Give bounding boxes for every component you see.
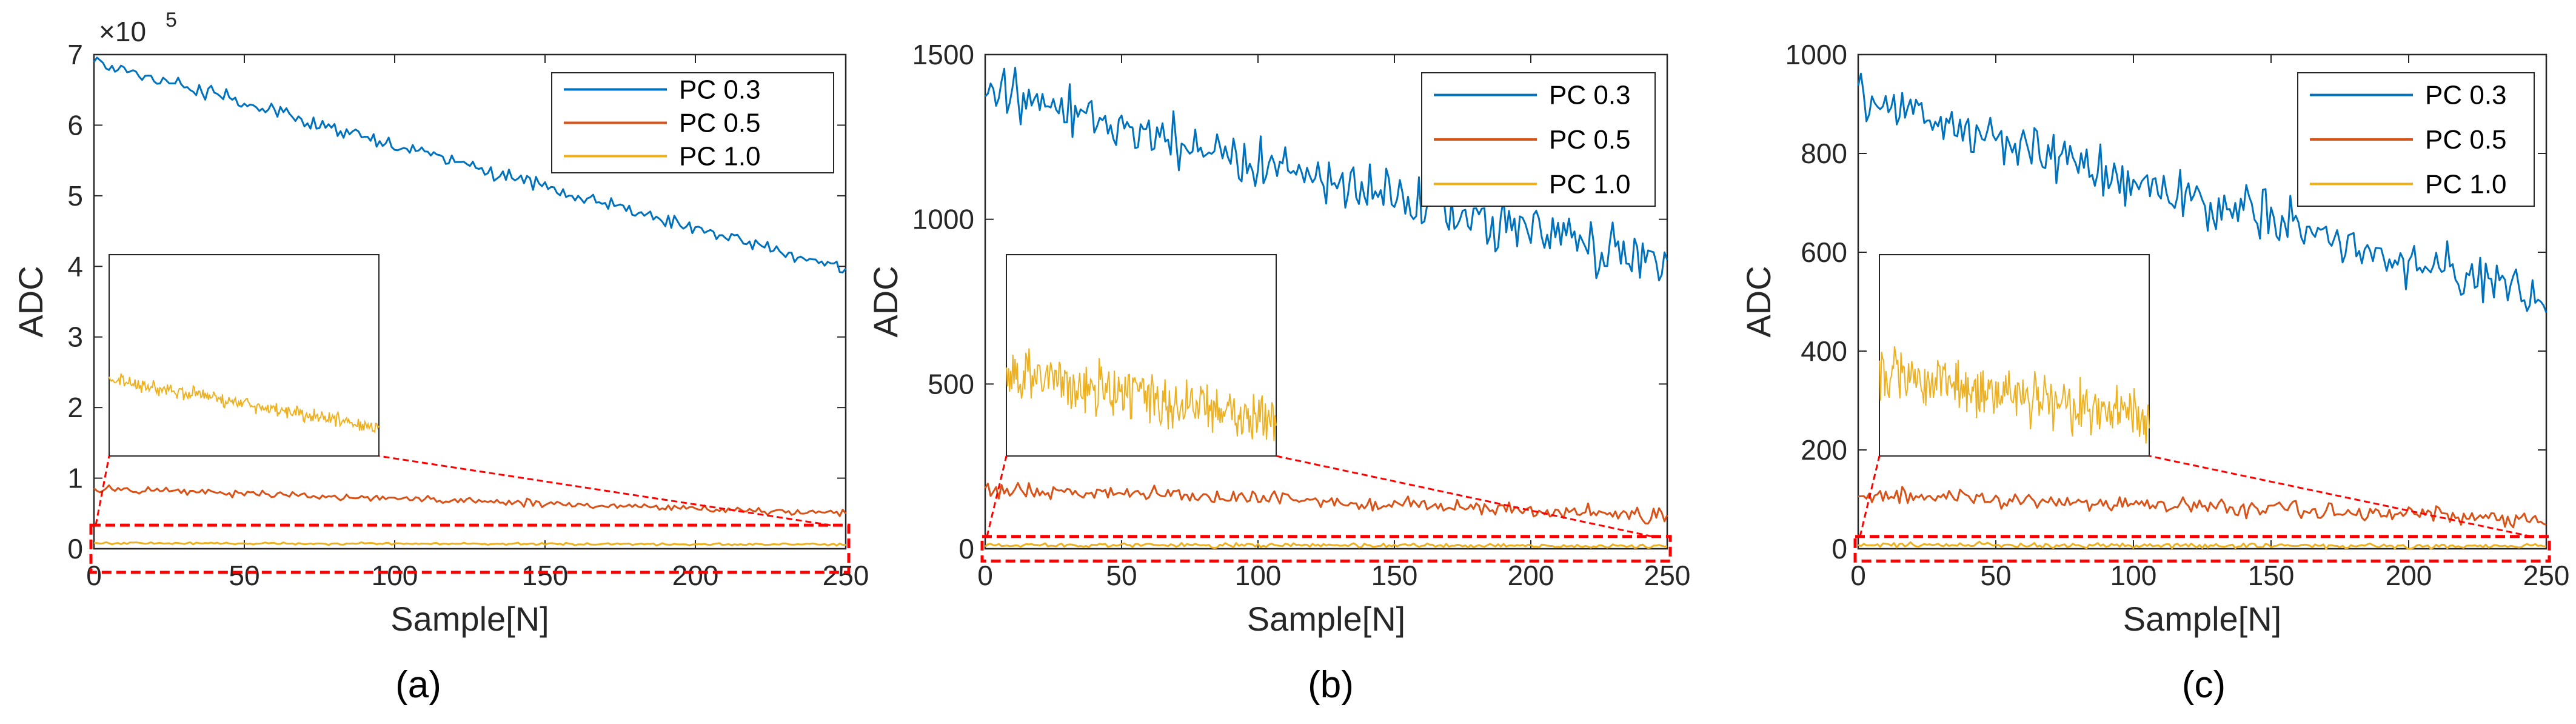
inset-box <box>1879 254 2150 457</box>
y-tick-label: 3 <box>67 321 83 353</box>
series-line-pc-1-0 <box>93 541 846 547</box>
y-tick-label: 5 <box>67 180 83 212</box>
legend: PC 0.3 PC 0.5 PC 1.0 <box>2297 72 2535 207</box>
y-tick-label: 800 <box>1801 138 1847 169</box>
y-tick-label: 0 <box>67 533 83 565</box>
x-tick-label: 150 <box>1371 560 1418 591</box>
inset-connector-left <box>95 455 110 526</box>
legend-label: PC 0.5 <box>679 109 761 138</box>
legend-label: PC 0.3 <box>1549 81 1631 110</box>
x-tick-label: 150 <box>522 560 569 591</box>
x-tick-label: 150 <box>2248 560 2295 591</box>
chart-panel-b: 0 50 100 150 200 250 0 500 1000 1500 Sample[N] ADC P… <box>866 39 1690 706</box>
series-line-pc-0-3 <box>93 56 847 273</box>
y-tick-label: 1 <box>67 463 83 494</box>
y-tick-label: 1500 <box>912 39 974 70</box>
legend-label: PC 0.3 <box>679 75 761 105</box>
y-tick-label: 6 <box>67 109 83 141</box>
legend-label: PC 1.0 <box>1549 169 1631 199</box>
series-line-pc-0-3 <box>984 67 1668 281</box>
x-tick-label: 50 <box>1106 560 1137 591</box>
y-tick-label: 2 <box>67 392 83 423</box>
x-tick-label: 100 <box>1235 560 1282 591</box>
legend-label: PC 1.0 <box>679 142 761 172</box>
chart-panel-a: 0 50 100 150 200 250 0 1 2 3 4 5 6 7 Sample[N] ADC ×10 5 P… <box>12 8 869 706</box>
series-line-pc-0-3 <box>1857 72 2548 313</box>
x-tick-label: 250 <box>823 560 869 591</box>
x-tick-label: 200 <box>1508 560 1554 591</box>
zoom-region-box <box>89 523 851 574</box>
series-line-pc-0-5 <box>93 484 847 517</box>
x-tick-label: 0 <box>86 560 102 591</box>
x-tick-label: 100 <box>372 560 418 591</box>
inset-series-line <box>109 373 380 434</box>
x-axis-label: Sample[N] <box>1247 600 1405 638</box>
x-tick-label: 0 <box>1850 560 1866 591</box>
x-tick-label: 200 <box>672 560 719 591</box>
inset-box <box>109 254 380 457</box>
x-axis-label: Sample[N] <box>2123 600 2281 638</box>
inset-connector-left <box>1859 455 1881 537</box>
legend: PC 0.3 PC 0.5 PC 1.0 <box>1421 72 1656 207</box>
panel-caption: (c) <box>2182 664 2226 706</box>
legend-label: PC 1.0 <box>2425 169 2507 199</box>
y-tick-label: 0 <box>1832 533 1847 565</box>
y-tick-label: 500 <box>928 368 974 400</box>
x-tick-label: 100 <box>2110 560 2157 591</box>
inset-series-line <box>1879 346 2150 444</box>
y-tick-label: 1000 <box>1785 39 1847 70</box>
x-axis-label: Sample[N] <box>390 600 549 638</box>
y-axis-label: ADC <box>1739 266 1778 337</box>
inset-connector-left <box>986 455 1008 537</box>
y-tick-label: 400 <box>1801 335 1847 367</box>
x-tick-label: 50 <box>1980 560 2011 591</box>
inset-box <box>1006 254 1277 457</box>
zoom-region-box <box>1853 535 2551 563</box>
panel-caption: (a) <box>395 664 441 706</box>
y-axis-label: ADC <box>866 266 905 337</box>
zoom-region-box <box>980 535 1672 563</box>
y-tick-label: 600 <box>1801 236 1847 268</box>
y-tick-label: 7 <box>67 39 83 70</box>
series-line-pc-0-5 <box>984 481 1668 525</box>
inset-connector-right <box>2149 455 2532 538</box>
y-tick-label: 1000 <box>912 204 974 235</box>
inset-connector-right <box>1276 455 1653 538</box>
x-tick-label: 250 <box>2523 560 2570 591</box>
panel-caption: (b) <box>1308 664 1354 706</box>
y-axis-label: ADC <box>12 266 50 337</box>
legend-label: PC 0.5 <box>1549 125 1631 155</box>
exponent-power: 5 <box>166 8 177 32</box>
legend-label: PC 0.5 <box>2425 125 2507 155</box>
y-tick-label: 0 <box>958 533 974 565</box>
inset-series-line <box>1006 348 1277 441</box>
y-tick-label: 4 <box>67 250 83 282</box>
y-tick-label: 200 <box>1801 434 1847 466</box>
legend-label: PC 0.3 <box>2425 81 2507 110</box>
x-tick-label: 250 <box>1644 560 1691 591</box>
x-tick-label: 50 <box>229 560 259 591</box>
legend: PC 0.3 PC 0.5 PC 1.0 <box>551 72 834 173</box>
x-tick-label: 0 <box>977 560 993 591</box>
series-line-pc-1-0 <box>1858 540 2547 550</box>
chart-panel-c: 0 50 100 150 200 250 0 200 400 600 800 1000 Sample[N… <box>1739 39 2569 706</box>
x-tick-label: 200 <box>2386 560 2432 591</box>
exponent-label: ×10 <box>99 16 146 47</box>
inset-connector-right <box>378 455 831 526</box>
series-line-pc-1-0 <box>985 542 1668 549</box>
